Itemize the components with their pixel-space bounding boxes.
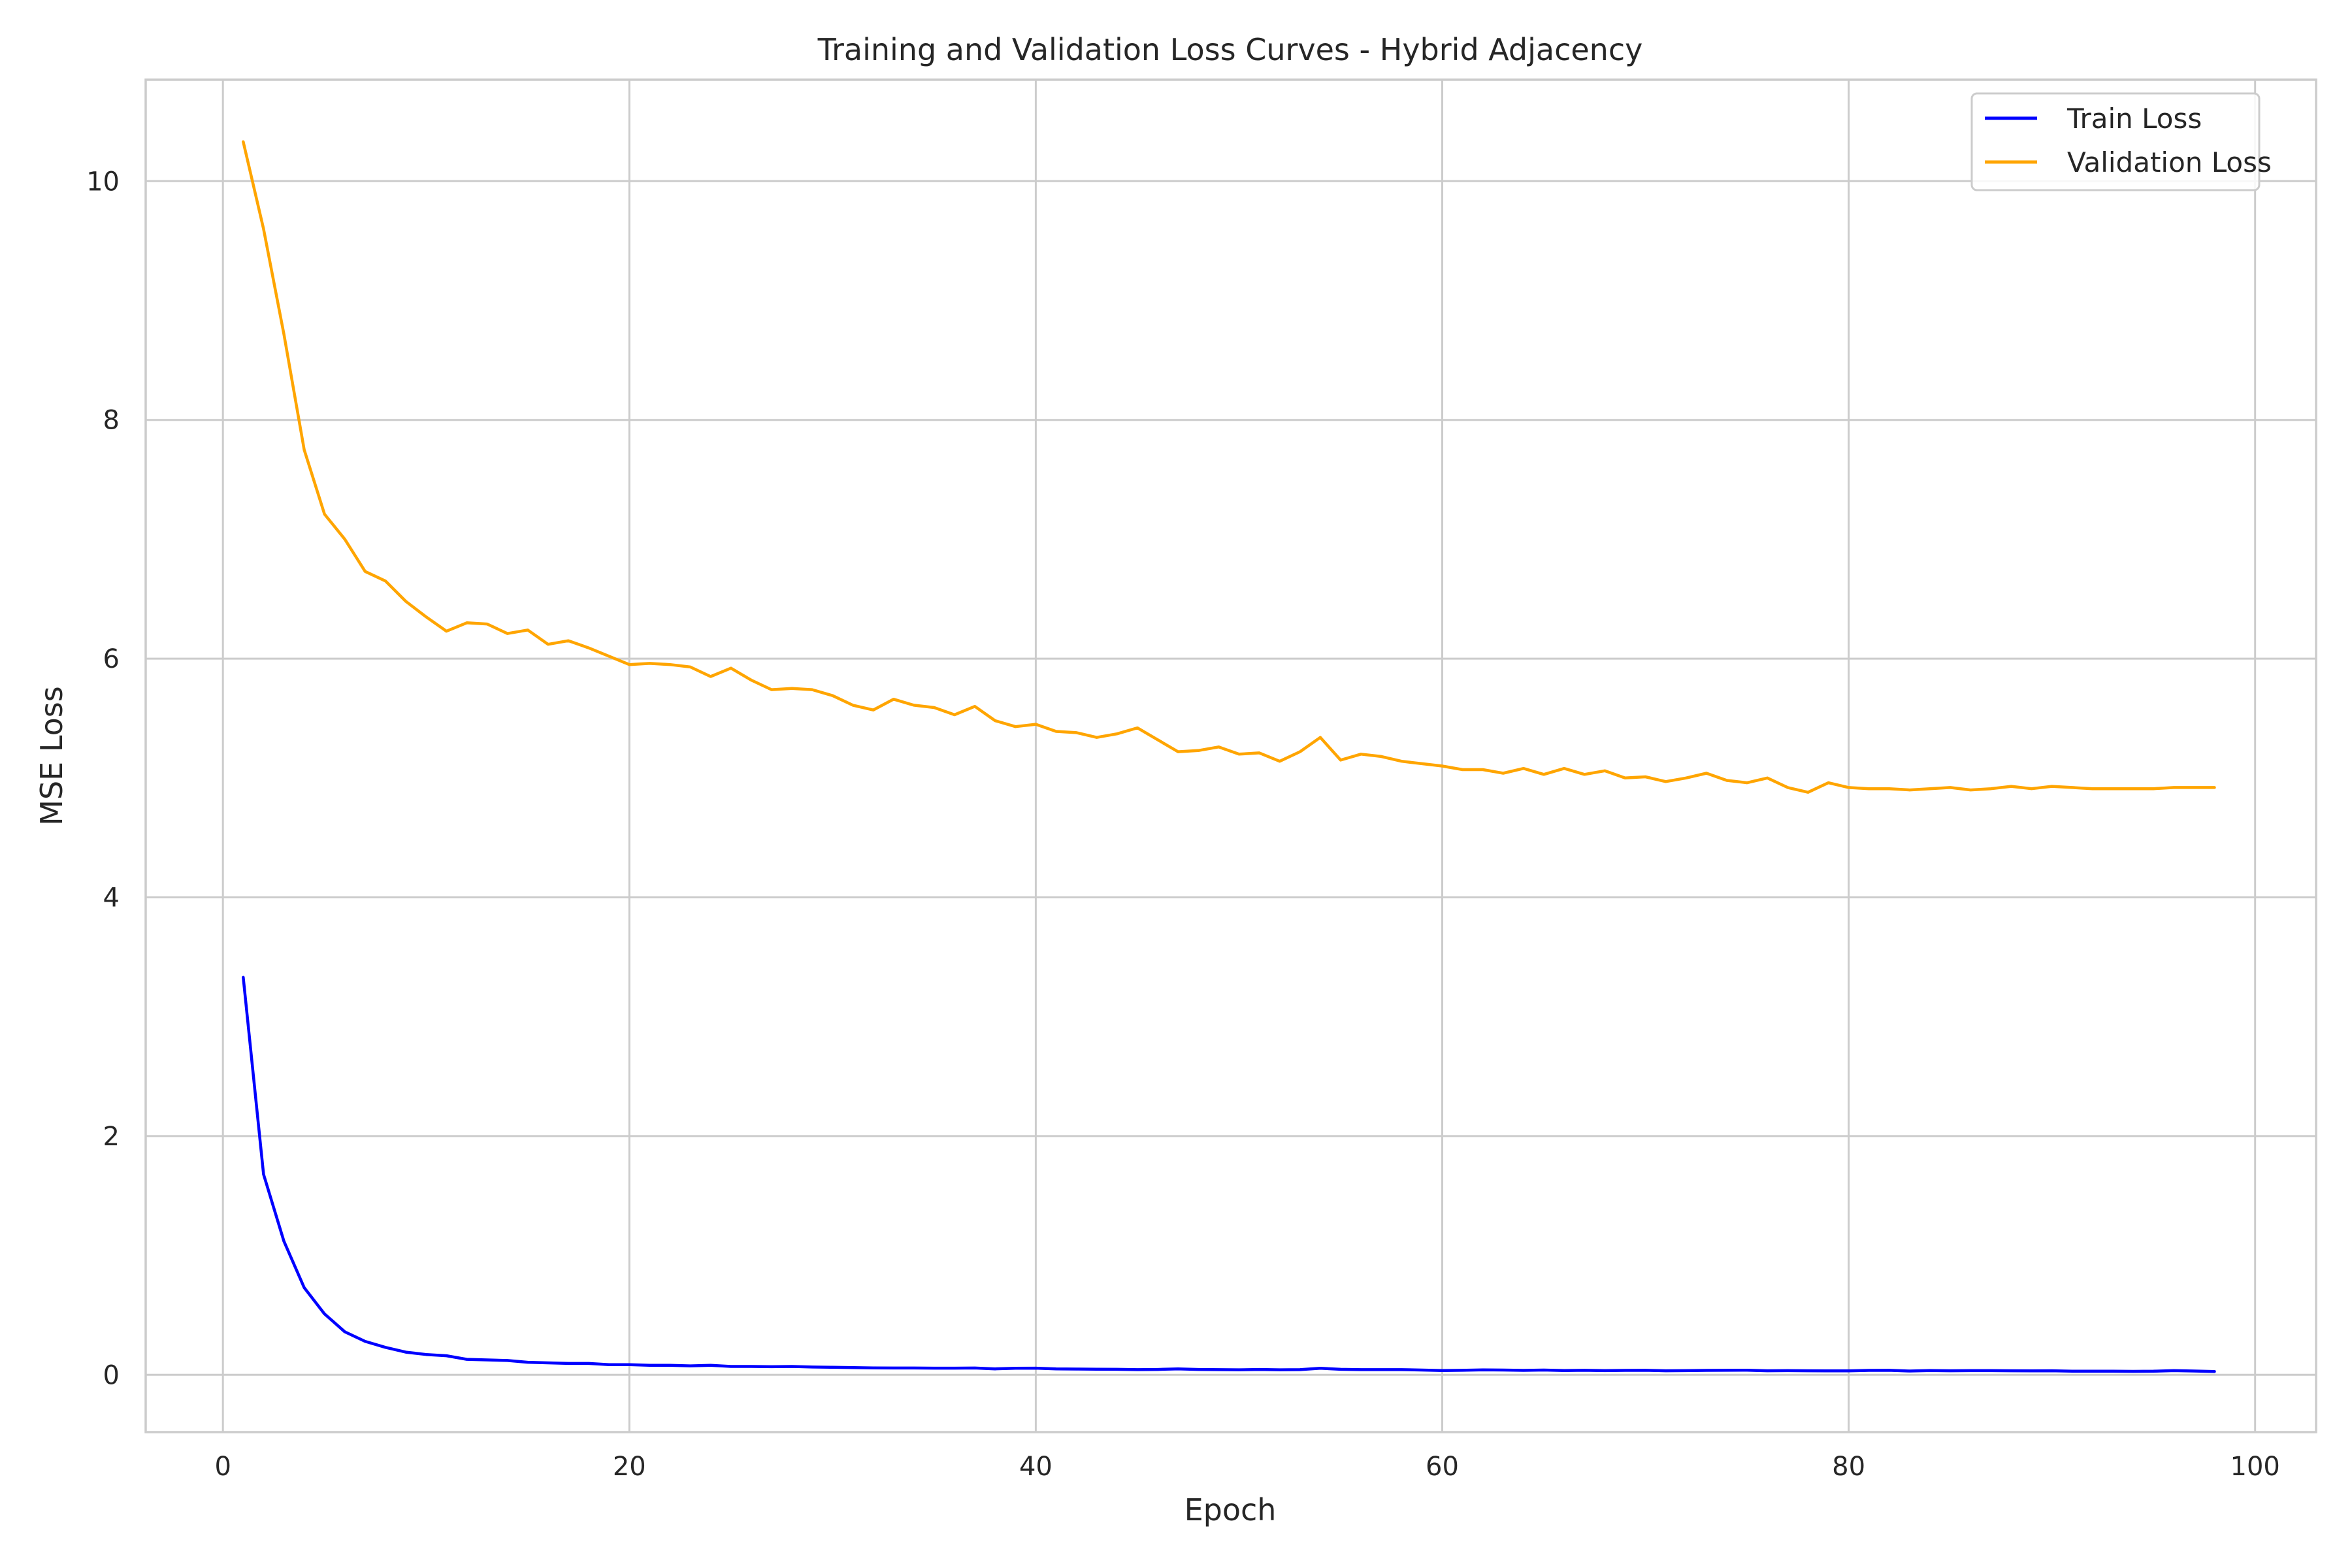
x-tick-label: 40 [1019, 1452, 1053, 1482]
y-tick-label: 8 [103, 406, 120, 436]
grid [146, 80, 2316, 1432]
y-axis-label: MSE Loss [34, 686, 69, 825]
x-axis-label: Epoch [1184, 1492, 1277, 1527]
plot-frame [144, 78, 2317, 1433]
y-tick-label: 2 [103, 1122, 120, 1152]
series-line-validation-loss [242, 140, 2216, 794]
x-tick-label: 20 [613, 1452, 646, 1482]
y-tick-label: 10 [86, 167, 120, 197]
legend-label-validation-loss: Validation Loss [2067, 146, 2272, 178]
legend-label-train-loss: Train Loss [2066, 103, 2202, 135]
legend: Train Loss Validation Loss [1970, 92, 2272, 191]
series-layer [242, 140, 2216, 1373]
tick-labels: 0 20 40 60 80 100 0 2 4 6 8 10 [86, 167, 2280, 1482]
chart-title: Training and Validation Loss Curves - Hy… [817, 32, 1643, 67]
x-tick-label: 0 [214, 1452, 231, 1482]
y-tick-label: 4 [103, 883, 120, 913]
x-tick-label: 60 [1426, 1452, 1459, 1482]
x-tick-label: 80 [1832, 1452, 1865, 1482]
legend-box [1970, 92, 2261, 191]
y-tick-label: 6 [103, 644, 120, 674]
series-line-train-loss [242, 975, 2216, 1373]
y-tick-label: 0 [103, 1360, 120, 1390]
x-tick-label: 100 [2230, 1452, 2280, 1482]
